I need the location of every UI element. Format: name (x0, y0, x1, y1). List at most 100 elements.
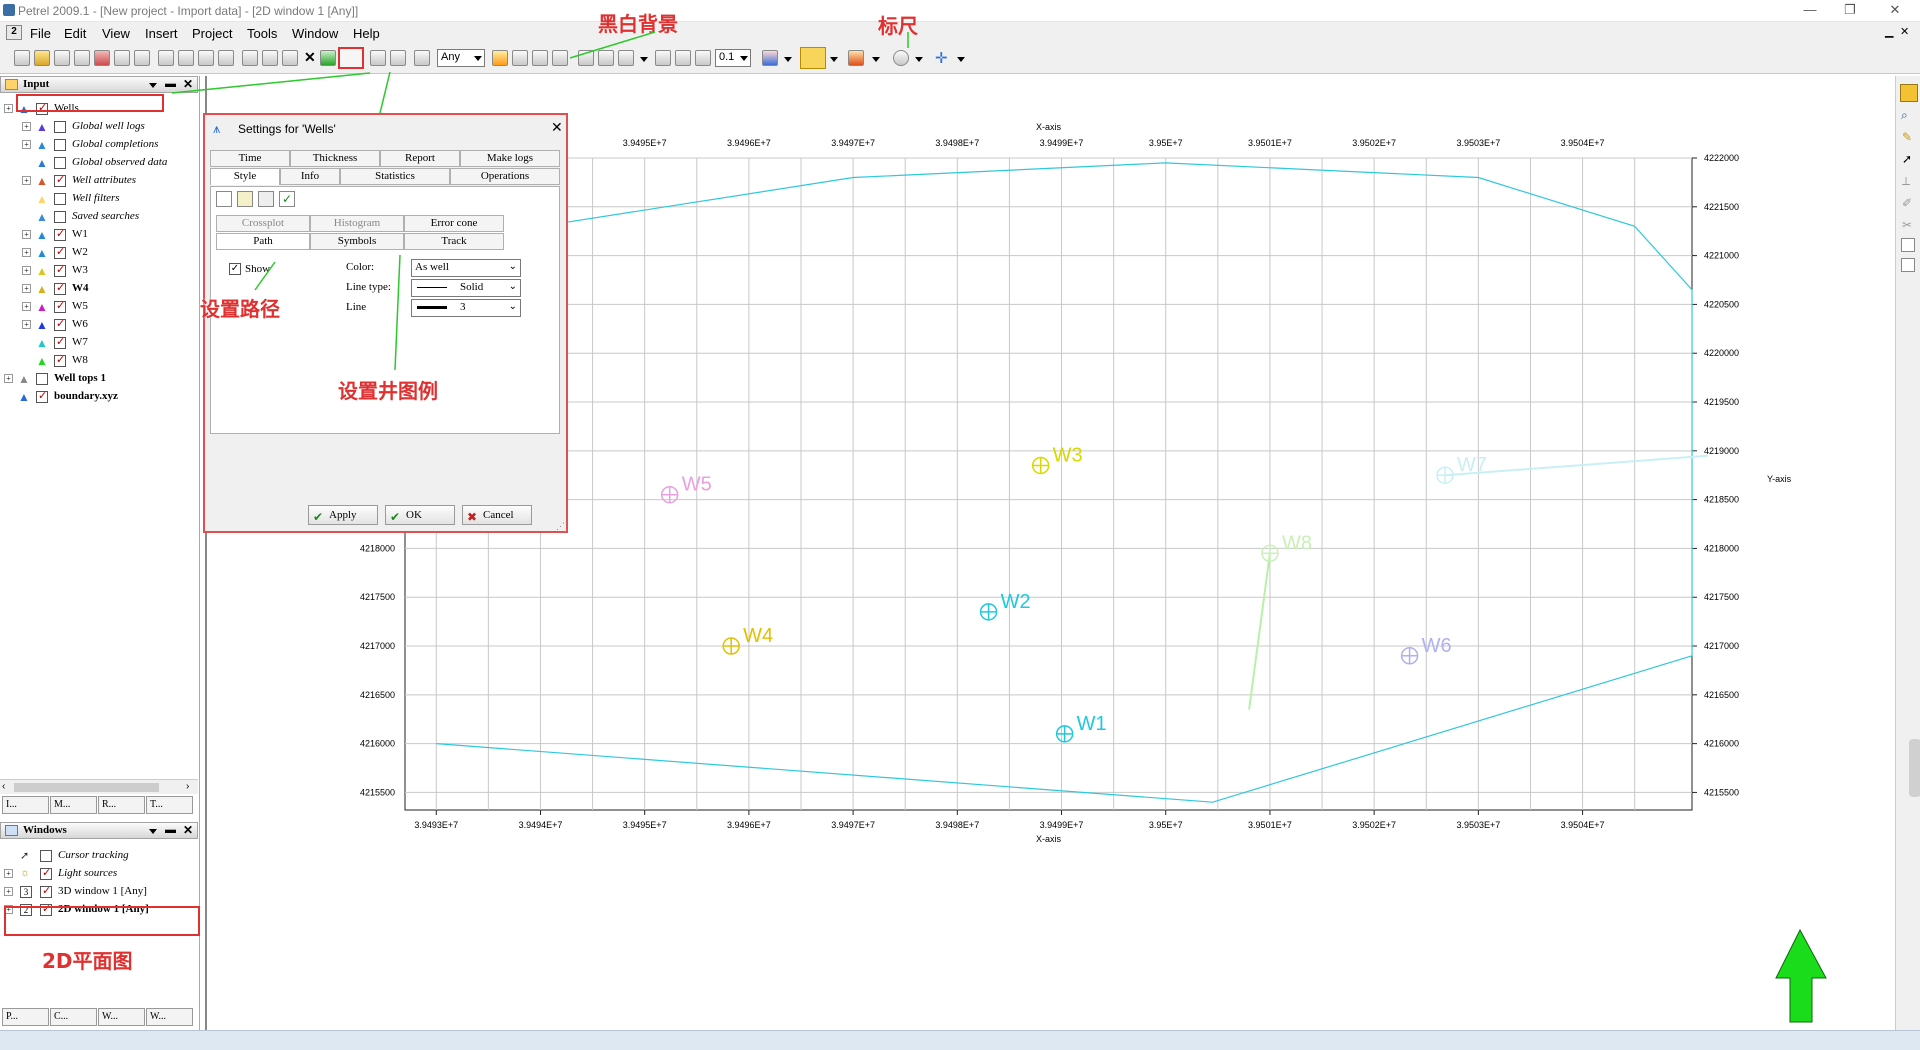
cut-tool-icon[interactable]: ✂ (1902, 218, 1913, 232)
zoom-combo[interactable]: 0.1 (715, 49, 751, 67)
copy-icon[interactable] (262, 50, 278, 66)
tree-item[interactable]: + ▲ W4 (0, 280, 196, 298)
well-label-w1[interactable]: W1 (1077, 713, 1107, 735)
pan-icon[interactable] (695, 50, 711, 66)
visibility-checkbox[interactable] (54, 211, 66, 223)
menu-insert[interactable]: Insert (145, 26, 178, 41)
tab-thickness[interactable]: Thickness (290, 150, 380, 167)
mdi-window-icon[interactable]: 2 (6, 25, 22, 40)
menu-edit[interactable]: Edit (64, 26, 87, 41)
view-tool-icon[interactable] (552, 50, 568, 66)
tool-icon[interactable] (492, 50, 508, 66)
visibility-checkbox[interactable] (54, 121, 66, 133)
expand-icon[interactable]: + (22, 266, 31, 275)
subtab-track[interactable]: Track (404, 233, 504, 250)
tree-item[interactable]: + ▲ W5 (0, 298, 196, 316)
pane-menu-icon[interactable] (149, 829, 157, 834)
zoom-icon[interactable] (675, 50, 691, 66)
menu-project[interactable]: Project (192, 26, 233, 41)
menu-help[interactable]: Help (353, 26, 380, 41)
pencil-icon[interactable]: ✎ (1902, 130, 1913, 144)
pin-icon[interactable]: ▬ (165, 78, 176, 90)
visibility-checkbox[interactable] (54, 335, 66, 349)
tree-item[interactable]: + ▲ Global completions (0, 136, 196, 154)
tab-report[interactable]: Report (380, 150, 460, 167)
visibility-checkbox[interactable] (54, 173, 66, 187)
open-folder-icon[interactable] (34, 50, 50, 66)
window-tree-item[interactable]: +3 3D window 1 [Any] (0, 883, 196, 901)
colortable-icon[interactable] (762, 50, 778, 66)
draw-icon[interactable]: ✐ (1902, 196, 1913, 210)
chevron-down-icon[interactable] (957, 57, 965, 62)
tab-info[interactable]: Info (280, 168, 340, 185)
crosshair-icon[interactable] (655, 50, 671, 66)
globe-icon[interactable] (893, 50, 909, 66)
expand-icon[interactable]: + (22, 320, 31, 329)
visibility-checkbox[interactable] (36, 101, 48, 115)
expand-icon[interactable]: + (22, 176, 31, 185)
window-icon[interactable] (414, 50, 430, 66)
close-pane-icon[interactable]: ✕ (183, 823, 194, 837)
dialog-close-icon[interactable]: ✕ (551, 119, 563, 135)
save-icon[interactable] (94, 50, 110, 66)
tree-item[interactable]: +▲Wells (0, 100, 196, 118)
visibility-checkbox[interactable] (54, 317, 66, 331)
expand-icon[interactable]: + (22, 122, 31, 131)
line-width-select[interactable]: 3 ⌄ (411, 299, 521, 317)
flash-icon[interactable] (848, 50, 864, 66)
mdi-minimize-icon[interactable]: ▁ (1885, 26, 1894, 38)
visibility-checkbox[interactable] (54, 193, 66, 205)
tree-item[interactable]: + ▲ Well tops 1 (0, 370, 196, 388)
pane-tab[interactable]: I... (2, 796, 49, 814)
measure-icon[interactable]: ⟂ (1902, 174, 1911, 188)
run-icon[interactable] (320, 50, 336, 66)
edit-tool-icon[interactable] (512, 50, 528, 66)
tree-item[interactable]: ▲ W7 (0, 334, 196, 352)
tree-item[interactable]: + ▲ W6 (0, 316, 196, 334)
save-as-icon[interactable] (114, 50, 130, 66)
tab-style[interactable]: Style (210, 168, 280, 185)
import-icon[interactable] (54, 50, 70, 66)
show-checkbox[interactable]: ✓ (229, 263, 241, 275)
refresh-icon[interactable] (218, 50, 234, 66)
line-type-select[interactable]: Solid ⌄ (411, 279, 521, 297)
tree-item[interactable]: + ▲ Global well logs (0, 118, 196, 136)
visibility-checkbox[interactable] (36, 389, 48, 403)
visibility-checkbox[interactable] (54, 299, 66, 313)
mdi-close-icon[interactable]: ✕ (1900, 26, 1910, 38)
pane-tab[interactable]: W... (98, 1008, 145, 1026)
tree-item[interactable]: + ▲ W2 (0, 244, 196, 262)
apply-button[interactable]: ✔ Apply (308, 505, 378, 525)
snapshot-icon[interactable] (1901, 258, 1915, 272)
home-icon[interactable] (578, 50, 594, 66)
undo-icon[interactable] (158, 50, 174, 66)
domain-combo[interactable]: Any (437, 49, 485, 67)
expand-icon[interactable]: + (4, 869, 13, 878)
visibility-checkbox[interactable] (54, 245, 66, 259)
tree-item[interactable]: ▲ boundary.xyz (0, 388, 196, 406)
pane-tab[interactable]: T... (146, 796, 193, 814)
chevron-down-icon[interactable] (872, 57, 880, 62)
apply-style-icon[interactable]: ✓ (279, 191, 295, 207)
tab-operations[interactable]: Operations (450, 168, 560, 185)
history-icon[interactable] (198, 50, 214, 66)
settings-icon[interactable] (338, 47, 364, 69)
tree-item[interactable]: + ▲ W3 (0, 262, 196, 280)
pin-icon[interactable]: ▬ (165, 824, 176, 836)
visibility-checkbox[interactable] (36, 373, 48, 385)
pane-tab[interactable]: P... (2, 1008, 49, 1026)
well-label-w7[interactable]: W7 (1457, 454, 1487, 476)
export-tool-icon[interactable] (1901, 238, 1915, 252)
visibility-checkbox[interactable] (40, 866, 52, 880)
visibility-checkbox[interactable] (54, 281, 66, 295)
color-select[interactable]: As well ⌄ (411, 259, 521, 277)
restore-button[interactable]: ❐ (1844, 2, 1856, 17)
side-handle[interactable] (1909, 739, 1920, 797)
move-icon[interactable]: ✛ (935, 50, 948, 67)
expand-icon[interactable]: + (4, 374, 13, 383)
close-pane-icon[interactable]: ✕ (183, 77, 194, 91)
visibility-checkbox[interactable] (54, 263, 66, 277)
visibility-checkbox[interactable] (54, 139, 66, 151)
inspector-icon[interactable] (390, 50, 406, 66)
close-button[interactable]: ✕ (1889, 2, 1901, 17)
